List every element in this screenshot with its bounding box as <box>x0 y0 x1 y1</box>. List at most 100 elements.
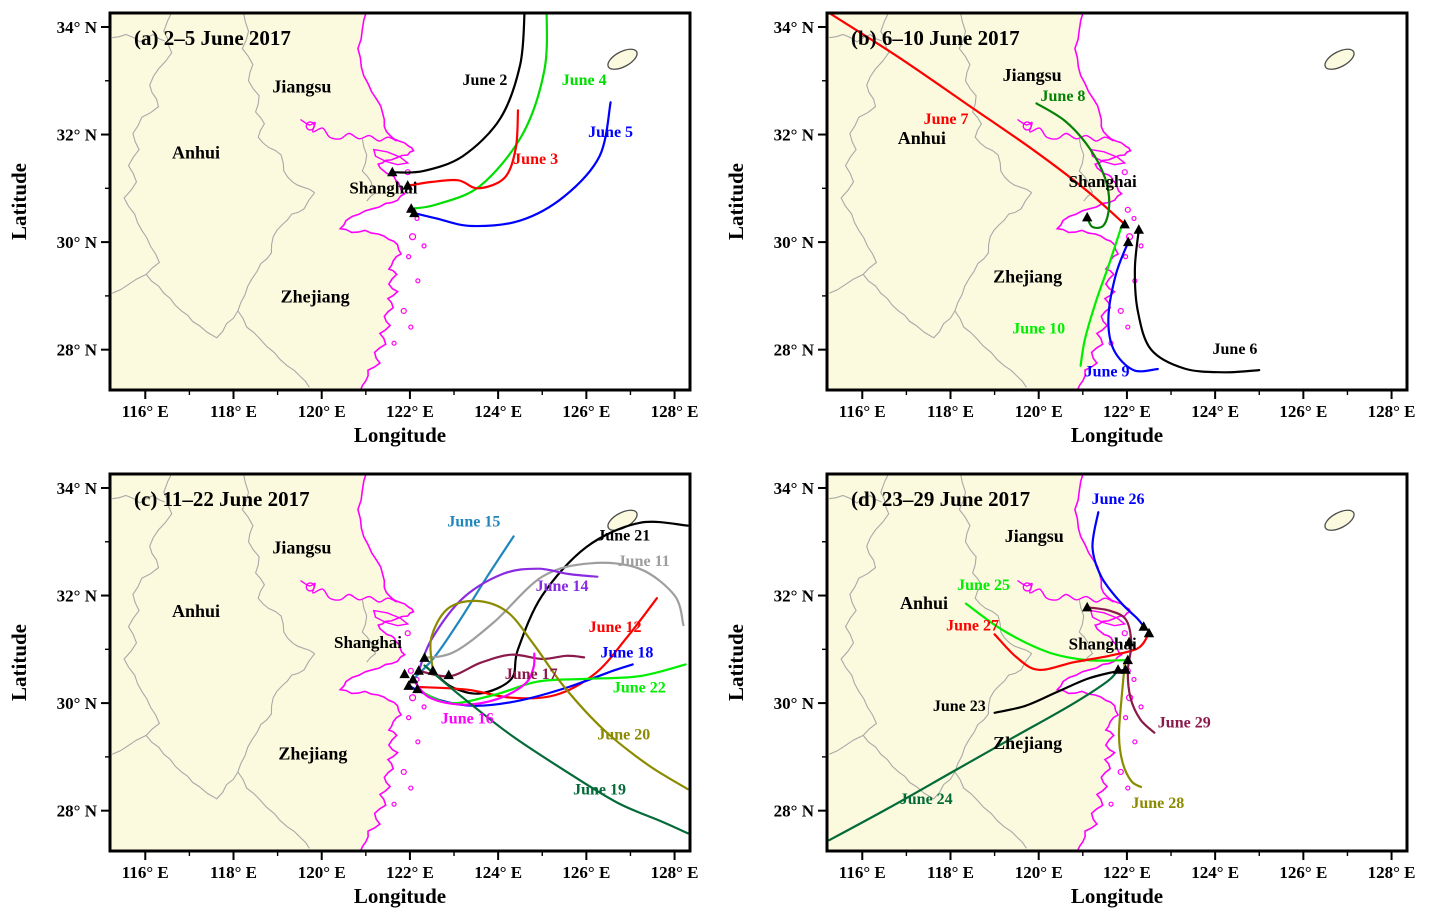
trajectory-june-10 <box>1079 224 1123 367</box>
panel-c-plot: Jiangsu Anhui Zhejiang Shanghai June 15 June … <box>7 472 699 908</box>
yangtze-river <box>1017 579 1115 603</box>
province-border <box>145 274 239 339</box>
x-tick-label: 116° E <box>122 402 169 421</box>
y-tick-label: 28° N <box>774 341 815 360</box>
trajectory-june-20 <box>429 599 689 791</box>
x-axis-title: Longitude <box>1071 423 1163 447</box>
y-axis-title: Latitude <box>7 163 31 240</box>
province-border <box>958 13 1032 194</box>
y-axis-title: Latitude <box>724 624 748 701</box>
y-tick-label: 30° N <box>774 694 815 713</box>
island <box>408 233 417 241</box>
label-june-23: June 23 <box>933 698 986 715</box>
island <box>1131 676 1137 683</box>
province-border <box>1078 599 1094 663</box>
offshore-island <box>1324 48 1355 70</box>
label-june-4: June 4 <box>562 72 607 89</box>
trajectory-marker <box>1123 636 1135 647</box>
province-border <box>862 735 956 800</box>
province-border <box>145 735 239 800</box>
island <box>1123 254 1129 260</box>
panel-a: Jiangsu Anhui Zhejiang Shanghai June 2 June 4… <box>0 0 716 460</box>
x-tick-label: 128° E <box>651 402 699 421</box>
label-june-27: June 27 <box>946 618 999 635</box>
province-border <box>862 274 956 339</box>
island <box>1121 169 1128 176</box>
trajectory-marker <box>402 180 413 190</box>
province-label-anhui: Anhui <box>900 593 948 613</box>
province-border <box>237 653 316 849</box>
label-june-2: June 2 <box>462 72 507 89</box>
trajectory-marker <box>443 669 454 680</box>
trajectory-june-15 <box>411 535 515 681</box>
x-tick-label: 122° E <box>386 402 434 421</box>
trajectory-marker <box>427 665 439 675</box>
coastline <box>1055 474 1132 851</box>
x-tick-label: 128° E <box>651 863 699 882</box>
province-border <box>828 13 890 294</box>
y-tick-label: 28° N <box>774 802 815 821</box>
panel-title-c: (c) 11–22 June 2017 <box>134 487 310 511</box>
land-area <box>110 474 414 851</box>
trajectory-june-7 <box>828 13 1126 226</box>
x-tick-label: 124° E <box>474 402 522 421</box>
island <box>408 324 414 330</box>
trajectory-marker <box>399 668 410 679</box>
city-label-shanghai: Shanghai <box>1069 172 1137 191</box>
x-tick-label: 124° E <box>474 863 522 882</box>
label-june-21: June 21 <box>597 528 650 545</box>
label-june-10: June 10 <box>1012 321 1065 338</box>
trajectory-marker <box>1112 664 1124 674</box>
island <box>408 785 414 791</box>
trajectory-june-19 <box>423 664 689 835</box>
x-tick-label: 120° E <box>298 863 346 882</box>
plot-frame <box>108 11 692 392</box>
trajectory-marker <box>1138 621 1149 631</box>
coastline <box>338 13 415 390</box>
river-knot <box>305 121 315 131</box>
plot-frame <box>825 472 1409 853</box>
offshore-island <box>607 48 638 70</box>
trajectory-june-6 <box>1133 228 1261 374</box>
trajectory-june-24 <box>828 668 1120 842</box>
province-label-jiangsu: Jiangsu <box>1003 65 1062 85</box>
plot-frame <box>825 11 1409 392</box>
y-tick-label: 30° N <box>57 694 98 713</box>
island <box>415 278 421 284</box>
trajectory-june-12 <box>416 597 658 700</box>
panel-d-plot: Jiangsu Anhui Zhejiang Shanghai June 26 June … <box>724 472 1416 908</box>
island <box>1132 739 1138 745</box>
y-axis-title: Latitude <box>7 624 31 701</box>
trajectory-june-5 <box>413 101 612 228</box>
label-june-15: June 15 <box>447 514 500 531</box>
label-june-5: June 5 <box>588 124 633 141</box>
trajectory-marker <box>1120 664 1131 674</box>
island <box>421 243 427 249</box>
province-border <box>829 494 882 504</box>
x-tick-label: 118° E <box>210 863 257 882</box>
label-june-7: June 7 <box>924 111 969 128</box>
trajectory-marker <box>419 652 430 662</box>
x-tick-label: 120° E <box>298 402 346 421</box>
trajectory-marker <box>1133 224 1144 234</box>
province-border <box>241 474 315 655</box>
x-tick-label: 116° E <box>122 863 169 882</box>
label-june-6: June 6 <box>1213 341 1258 358</box>
trajectory-june-9 <box>1107 241 1159 373</box>
label-june-29: June 29 <box>1158 714 1211 731</box>
land-area <box>827 474 1131 851</box>
city-label-shanghai: Shanghai <box>1069 634 1137 653</box>
trajectory-june-21 <box>431 520 689 695</box>
chongming-island <box>372 148 410 166</box>
province-border <box>111 474 173 755</box>
label-june-25: June 25 <box>957 577 1010 594</box>
yangtze-river <box>300 579 398 603</box>
yangtze-river <box>1017 118 1115 142</box>
label-june-19: June 19 <box>573 782 626 799</box>
province-border <box>112 494 165 504</box>
x-tick-label: 118° E <box>210 402 257 421</box>
y-tick-label: 32° N <box>774 126 815 145</box>
y-tick-label: 32° N <box>57 126 98 145</box>
island <box>408 694 417 702</box>
